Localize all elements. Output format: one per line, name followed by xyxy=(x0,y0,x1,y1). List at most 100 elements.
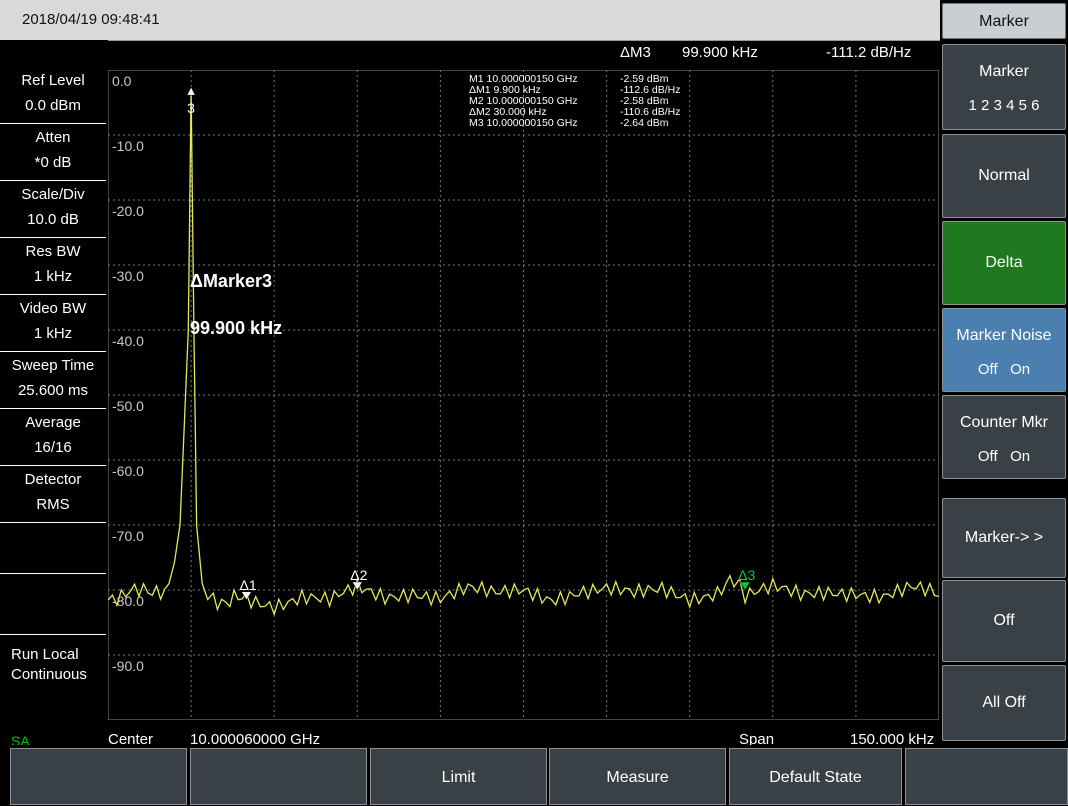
y-tick-label: -80.0 xyxy=(112,593,144,609)
y-tick-label: -30.0 xyxy=(112,268,144,284)
softkey-label: Normal xyxy=(978,167,1030,184)
marker-table: M1 10.000000150 GHz -2.59 dBm ΔM1 9.900 kH… xyxy=(469,73,681,129)
marker-table-name: M2 10.000000150 GHz xyxy=(469,95,578,107)
marker-label: Δ2 xyxy=(350,567,367,583)
setting-value: 16/16 xyxy=(34,439,72,456)
readout-marker: ΔM3 xyxy=(620,44,651,61)
readout-freq: 99.900 kHz xyxy=(682,44,758,61)
softkey-sublabel: 1 2 3 4 5 6 xyxy=(968,97,1040,114)
softkey-marker-noise[interactable]: Marker Noise Off On xyxy=(942,308,1066,392)
setting-value: 25.600 ms xyxy=(17,382,89,399)
setting-res-bw[interactable]: Res BW 1 kHz xyxy=(0,238,106,295)
setting-value: 10.0 dB xyxy=(27,211,79,228)
setting-label: Res BW xyxy=(25,243,81,260)
settings-panel: Ref Level 0.0 dBm Atten *0 dB Scale/Div 10.0 … xyxy=(0,40,108,732)
setting-sweep-time[interactable]: Sweep Time 25.600 ms xyxy=(0,352,106,409)
setting-label: Scale/Div xyxy=(21,186,85,203)
setting-ref-level[interactable]: Ref Level 0.0 dBm xyxy=(0,67,106,124)
y-tick-label: -10.0 xyxy=(112,138,144,154)
spectrum-plot: 0.0 -10.0 -20.0 -30.0 -40.0 -50.0 -60.0 -70.0 -8… xyxy=(108,70,939,720)
softkey-label: Marker-> > xyxy=(964,529,1044,546)
marker-triangle xyxy=(351,581,363,591)
bottom-key-empty[interactable] xyxy=(10,748,187,805)
bottom-softkeys: Limit Measure Default State xyxy=(0,745,1068,806)
softkey-off[interactable]: Off xyxy=(942,580,1066,662)
setting-value: 1 kHz xyxy=(33,325,73,342)
spectrum-trace xyxy=(108,89,939,617)
bottom-key-limit[interactable]: Limit xyxy=(370,748,547,805)
span-label: Span xyxy=(739,731,775,748)
marker-label: Δ3 xyxy=(738,567,755,583)
setting-atten[interactable]: Atten *0 dB xyxy=(0,124,106,181)
y-tick-label: -70.0 xyxy=(112,528,144,544)
trace-group xyxy=(108,89,939,617)
bottom-key-default-state[interactable]: Default State xyxy=(729,748,902,805)
marker-table-name: ΔM2 30.000 kHz xyxy=(469,106,547,118)
date-time-bar: 2018/04/19 09:48:41 xyxy=(0,0,940,41)
run-local-label: Run Local xyxy=(11,646,79,663)
setting-value: 0.0 dBm xyxy=(25,97,81,114)
bottom-key-measure[interactable]: Measure xyxy=(549,748,726,805)
marker-triangle xyxy=(241,591,252,601)
setting-label: Atten xyxy=(35,129,71,146)
datetime: 2018/04/19 09:48:41 xyxy=(22,11,160,28)
delta-marker-value: 99.900 kHz xyxy=(190,318,282,338)
softkey-normal[interactable]: Normal xyxy=(942,134,1066,218)
marker-table-value: -2.59 dBm xyxy=(620,73,669,85)
marker-table-value: -110.6 dB/Hz xyxy=(620,106,681,118)
marker-label: Δ1 xyxy=(240,577,257,593)
softkey-sublabel: Off On xyxy=(977,448,1031,465)
delta-marker-title: ΔMarker3 xyxy=(190,271,272,291)
softkey-all-off[interactable]: All Off xyxy=(942,665,1066,741)
setting-average[interactable]: Average 16/16 xyxy=(0,409,106,466)
softkey-sidebar: Marker Marker 1 2 3 4 5 6 Normal Delta Marke… xyxy=(941,0,1068,745)
setting-label: Detector xyxy=(24,471,82,488)
y-tick-label: 0.0 xyxy=(112,73,132,89)
marker-table-value: -2.58 dBm xyxy=(620,95,669,107)
marker-triangle xyxy=(739,581,751,591)
softkey-sublabel: Off On xyxy=(977,361,1031,378)
center-value: 10.000060000 GHz xyxy=(190,731,321,748)
marker-label: 3 xyxy=(187,100,195,116)
setting-video-bw[interactable]: Video BW 1 kHz xyxy=(0,295,106,352)
bottom-key-empty[interactable] xyxy=(905,748,1068,805)
setting-value: 1 kHz xyxy=(33,268,73,285)
run-status: Run Local Continuous xyxy=(0,632,108,690)
softkey-label: Off xyxy=(993,612,1015,629)
marker-table-name: ΔM1 9.900 kHz xyxy=(469,84,541,96)
y-tick-label: -60.0 xyxy=(112,463,144,479)
setting-detector[interactable]: Detector RMS xyxy=(0,466,106,523)
bottom-key-empty[interactable] xyxy=(190,748,367,805)
marker-table-name: M3 10.000000150 GHz xyxy=(469,117,578,129)
setting-scale-div[interactable]: Scale/Div 10.0 dB xyxy=(0,181,106,238)
sidebar-title: Marker xyxy=(942,3,1066,39)
softkey-marker[interactable]: Marker-> > xyxy=(942,498,1066,578)
softkey-marker[interactable]: Marker 1 2 3 4 5 6 xyxy=(942,44,1066,130)
setting-label: Video BW xyxy=(19,300,87,317)
softkey-label: Marker xyxy=(979,63,1029,80)
softkey-label: Marker Noise xyxy=(956,327,1052,344)
setting-label: Ref Level xyxy=(21,72,85,89)
marker-triangle xyxy=(186,86,196,96)
y-tick-label: -20.0 xyxy=(112,203,144,219)
empty-setting-box xyxy=(0,574,106,635)
softkey-label: Delta xyxy=(985,254,1023,271)
softkey-counter-mkr[interactable]: Counter Mkr Off On xyxy=(942,395,1066,479)
y-tick-label: -50.0 xyxy=(112,398,144,414)
footer-bar: Center 10.000060000 GHz Span 150.000 kHz xyxy=(108,731,939,751)
readout-level: -111.2 dB/Hz xyxy=(826,44,912,61)
softkey-label: All Off xyxy=(982,694,1026,711)
softkey-delta[interactable]: Delta xyxy=(942,221,1066,305)
y-tick-labels: 0.0 -10.0 -20.0 -30.0 -40.0 -50.0 -60.0 -70.0 -8… xyxy=(112,73,144,674)
setting-label: Average xyxy=(25,414,81,431)
center-label: Center xyxy=(108,731,154,748)
setting-value: *0 dB xyxy=(34,154,72,171)
empty-setting-box xyxy=(0,513,106,574)
marker-table-value: -112.6 dB/Hz xyxy=(620,84,681,96)
setting-value: RMS xyxy=(36,496,70,513)
marker-table-value: -2.64 dBm xyxy=(620,117,669,129)
span-value: 150.000 kHz xyxy=(850,731,935,748)
setting-label: Sweep Time xyxy=(11,357,95,374)
markers-group: 3 Δ1 Δ2 Δ3 xyxy=(186,86,755,601)
y-tick-label: -90.0 xyxy=(112,658,144,674)
